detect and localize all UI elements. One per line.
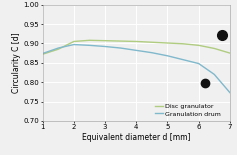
X-axis label: Equivalent diameter d [mm]: Equivalent diameter d [mm] <box>82 133 191 142</box>
Granulation drum <box>119 47 122 49</box>
Disc granulator <box>228 52 231 54</box>
Line: Disc granulator: Disc granulator <box>43 40 230 54</box>
Granulation drum <box>150 52 153 54</box>
Granulation drum <box>135 49 138 51</box>
Disc granulator <box>166 42 169 44</box>
Granulation drum <box>104 46 106 47</box>
Granulation drum <box>41 53 44 54</box>
Disc granulator <box>73 41 75 42</box>
Disc granulator <box>104 40 106 42</box>
Disc granulator <box>182 43 184 45</box>
Granulation drum <box>228 92 231 93</box>
Disc granulator <box>213 47 216 49</box>
Disc granulator <box>41 53 44 55</box>
Granulation drum <box>73 44 75 45</box>
Granulation drum <box>213 73 216 75</box>
Disc granulator <box>135 41 138 42</box>
Disc granulator <box>150 41 153 43</box>
Granulation drum <box>166 55 169 57</box>
Granulation drum <box>182 59 184 61</box>
Disc granulator <box>88 39 91 41</box>
Disc granulator <box>197 44 200 46</box>
Y-axis label: Circularity C [d]: Circularity C [d] <box>12 32 21 93</box>
Legend: Disc granulator, Granulation drum: Disc granulator, Granulation drum <box>155 104 221 117</box>
Line: Granulation drum: Granulation drum <box>43 44 230 93</box>
Granulation drum <box>197 63 200 64</box>
Granulation drum <box>88 44 91 46</box>
Granulation drum <box>57 47 60 49</box>
Disc granulator <box>119 40 122 42</box>
Disc granulator <box>57 48 60 50</box>
